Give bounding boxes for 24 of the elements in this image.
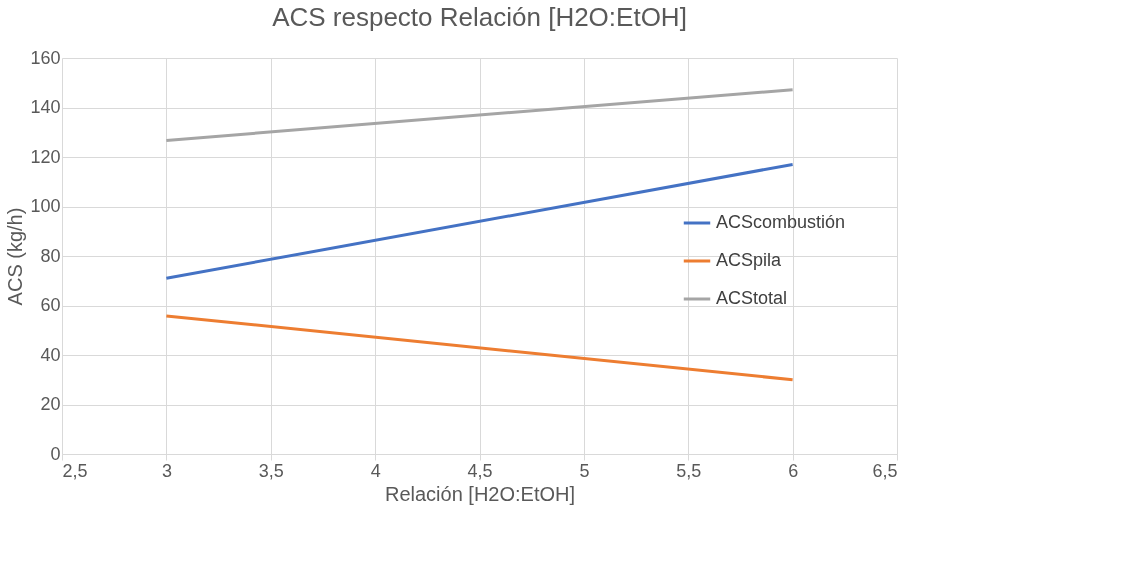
y-tick-label: 80 <box>40 245 61 266</box>
y-tick-label: 140 <box>30 97 61 117</box>
y-axis-title: ACS (kg/h) <box>4 207 27 306</box>
y-tick-label: 120 <box>30 146 61 167</box>
legend-label: ACScombustión <box>716 212 846 232</box>
x-axis-title: Relación [H2O:EtOH] <box>384 482 576 505</box>
x-tick-label: 2,5 <box>62 460 88 481</box>
y-tick-label: 20 <box>40 394 61 414</box>
y-tick-label: 160 <box>30 47 61 68</box>
x-tick-label: 5,5 <box>676 460 702 481</box>
x-tick-label: 5 <box>579 460 590 481</box>
legend-label: ACStotal <box>716 288 788 308</box>
x-tick-label: 4 <box>370 460 381 481</box>
y-tick-label: 100 <box>30 196 61 216</box>
x-tick-label: 6,5 <box>872 460 898 481</box>
x-tick-label: 6 <box>788 460 799 481</box>
x-tick-label: 3 <box>161 460 172 481</box>
x-tick-label: 4,5 <box>467 460 493 481</box>
y-tick-label: 60 <box>40 295 61 315</box>
y-tick-label: 40 <box>40 344 61 365</box>
legend-label: ACSpila <box>716 250 783 270</box>
y-tick-label: 0 <box>50 443 61 464</box>
x-tick-label: 3,5 <box>258 460 284 481</box>
chart-title: ACS respecto Relación [H2O:EtOH] <box>272 2 687 32</box>
